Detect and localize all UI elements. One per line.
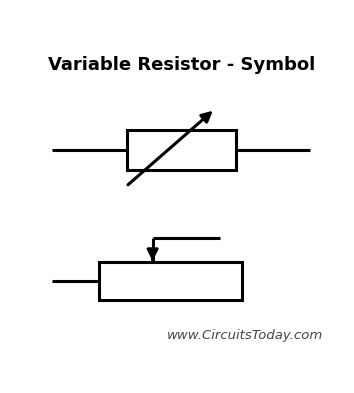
Text: www.CircuitsToday.com: www.CircuitsToday.com (166, 329, 322, 342)
Bar (99, 262, 242, 300)
Bar (127, 130, 236, 170)
Text: Variable Resistor - Symbol: Variable Resistor - Symbol (48, 56, 315, 74)
